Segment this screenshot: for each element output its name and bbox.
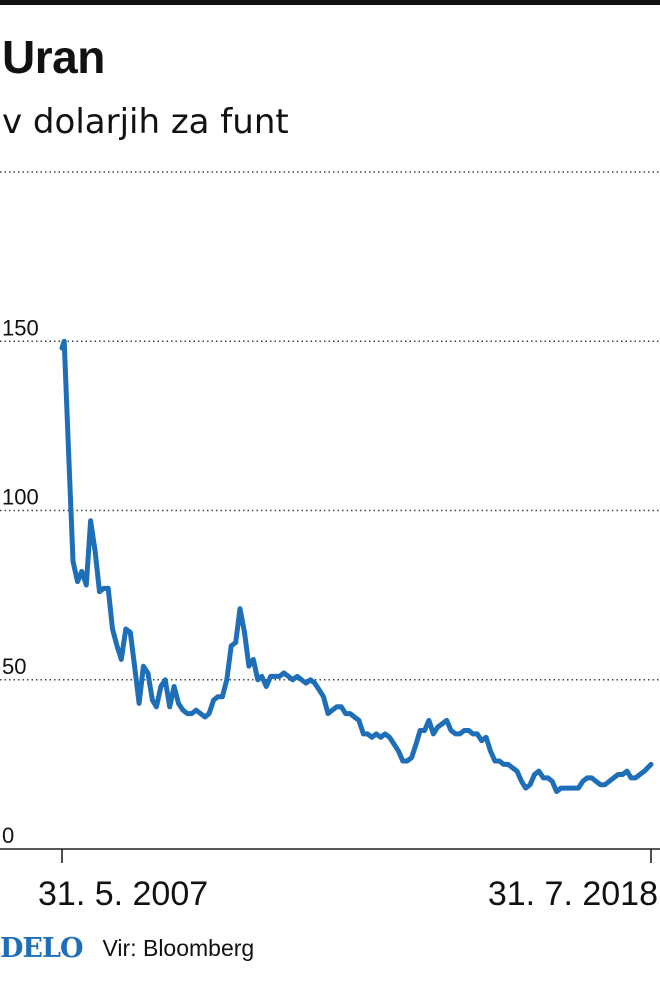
y-tick-labels: 0 50 100 150 (2, 315, 39, 848)
delo-logo: DELO (0, 932, 83, 964)
gridlines (0, 171, 660, 681)
x-tick-label: 31. 7. 2018 (488, 875, 658, 913)
y-tick-label: 0 (2, 823, 14, 848)
x-ticks (61, 849, 652, 863)
source-note: Vir: Bloomberg (102, 934, 255, 961)
footer: DELO Vir: Bloomberg (0, 928, 254, 968)
y-tick-label: 100 (2, 485, 39, 510)
x-tick-labels: 31. 5. 2007 31. 7. 2018 (38, 875, 658, 913)
y-tick-label: 150 (2, 315, 39, 340)
chart-subtitle: v dolarjih za funt (2, 102, 289, 142)
y-tick-label: 50 (2, 654, 26, 679)
chart-title: Uran (2, 31, 105, 83)
price-series-line (59, 338, 654, 794)
top-rule (0, 0, 660, 5)
x-tick-label: 31. 5. 2007 (38, 875, 208, 913)
